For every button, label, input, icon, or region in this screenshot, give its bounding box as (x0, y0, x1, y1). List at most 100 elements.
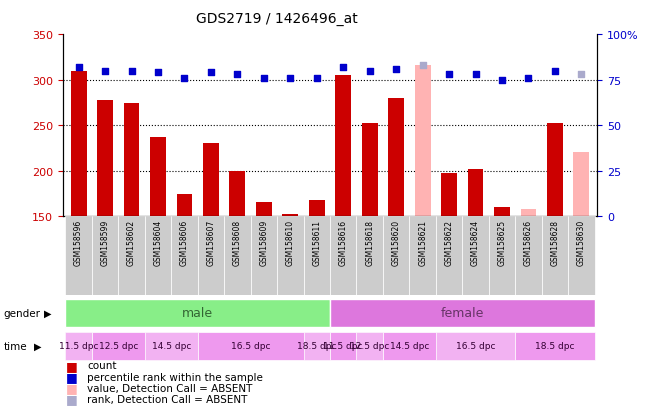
Bar (574, 152, 589, 217)
Point (391, 66, 401, 73)
Bar (171, 217, 198, 295)
Bar (251, 217, 277, 295)
Text: ▶: ▶ (44, 308, 51, 318)
Point (417, 63, 428, 69)
Text: GSM158596: GSM158596 (74, 219, 83, 265)
Bar (383, 217, 409, 295)
Bar (335, 76, 351, 217)
Text: 18.5 dpc: 18.5 dpc (535, 342, 575, 350)
Bar (97, 100, 113, 217)
Bar (330, 332, 356, 360)
Point (206, 70, 216, 76)
Bar (224, 217, 251, 295)
Point (497, 77, 508, 84)
Bar (71, 71, 86, 217)
Bar (176, 194, 192, 217)
Point (364, 68, 375, 75)
Bar (65, 299, 330, 327)
Bar (436, 217, 462, 295)
Text: time: time (3, 341, 27, 351)
Text: 16.5 dpc: 16.5 dpc (456, 342, 495, 350)
Bar (356, 332, 383, 360)
Bar (92, 332, 145, 360)
Text: GSM158604: GSM158604 (154, 219, 162, 265)
Bar (65, 217, 92, 295)
Text: 11.5 dpc: 11.5 dpc (323, 342, 363, 350)
Bar (123, 103, 139, 217)
Bar (203, 144, 219, 217)
Bar (145, 217, 171, 295)
Point (550, 68, 560, 75)
Point (312, 76, 322, 82)
Text: GSM158607: GSM158607 (207, 219, 215, 265)
Bar (309, 200, 325, 217)
Bar (65, 332, 92, 360)
Text: 18.5 dpc: 18.5 dpc (297, 342, 337, 350)
Bar (462, 217, 489, 295)
Text: ■: ■ (66, 370, 78, 383)
Text: GSM158599: GSM158599 (100, 219, 110, 265)
Text: GSM158620: GSM158620 (391, 219, 401, 265)
Text: rank, Detection Call = ABSENT: rank, Detection Call = ABSENT (87, 394, 248, 404)
Bar (383, 332, 436, 360)
Text: ■: ■ (66, 381, 78, 394)
Text: count: count (87, 361, 117, 370)
Bar (515, 332, 595, 360)
Text: GSM158622: GSM158622 (445, 219, 453, 265)
Bar (468, 170, 484, 217)
Bar (362, 124, 378, 217)
Text: 14.5 dpc: 14.5 dpc (152, 342, 191, 350)
Bar (568, 217, 595, 295)
Text: GSM158628: GSM158628 (550, 219, 560, 265)
Text: percentile rank within the sample: percentile rank within the sample (87, 372, 263, 382)
Bar (277, 217, 304, 295)
Text: GSM158616: GSM158616 (339, 219, 348, 265)
Bar (282, 214, 298, 217)
Bar (304, 332, 330, 360)
Bar (198, 217, 224, 295)
Text: GSM158611: GSM158611 (312, 219, 321, 265)
Text: GSM158626: GSM158626 (524, 219, 533, 265)
Bar (547, 123, 563, 217)
Point (100, 68, 110, 75)
Bar (145, 332, 198, 360)
Point (444, 72, 454, 78)
Text: 12.5 dpc: 12.5 dpc (98, 342, 138, 350)
Point (232, 72, 243, 78)
Text: GSM158610: GSM158610 (286, 219, 295, 265)
Text: gender: gender (3, 308, 40, 318)
Point (259, 76, 269, 82)
Bar (330, 299, 595, 327)
Point (523, 76, 534, 82)
Bar (489, 217, 515, 295)
Point (179, 76, 189, 82)
Bar (436, 332, 515, 360)
Bar (230, 171, 246, 217)
Bar (330, 217, 356, 295)
Bar (198, 332, 304, 360)
Text: GSM158602: GSM158602 (127, 219, 136, 265)
Text: male: male (182, 306, 213, 319)
Text: 12.5 dpc: 12.5 dpc (350, 342, 389, 350)
Point (576, 72, 587, 78)
Bar (388, 99, 404, 217)
Bar (256, 202, 272, 217)
Point (73, 64, 84, 71)
Text: GSM158618: GSM158618 (365, 219, 374, 265)
Text: GSM158625: GSM158625 (498, 219, 506, 265)
Text: GSM158606: GSM158606 (180, 219, 189, 265)
Text: GSM158609: GSM158609 (259, 219, 269, 265)
Bar (441, 173, 457, 217)
Text: GSM158608: GSM158608 (233, 219, 242, 265)
Bar (356, 217, 383, 295)
Bar (92, 217, 118, 295)
Point (285, 76, 296, 82)
Text: GSM158624: GSM158624 (471, 219, 480, 265)
Bar (409, 217, 436, 295)
Point (338, 64, 348, 71)
Bar (414, 66, 430, 217)
Text: ■: ■ (66, 392, 78, 406)
Bar (542, 217, 568, 295)
Text: ■: ■ (66, 359, 78, 372)
Text: GSM158621: GSM158621 (418, 219, 427, 265)
